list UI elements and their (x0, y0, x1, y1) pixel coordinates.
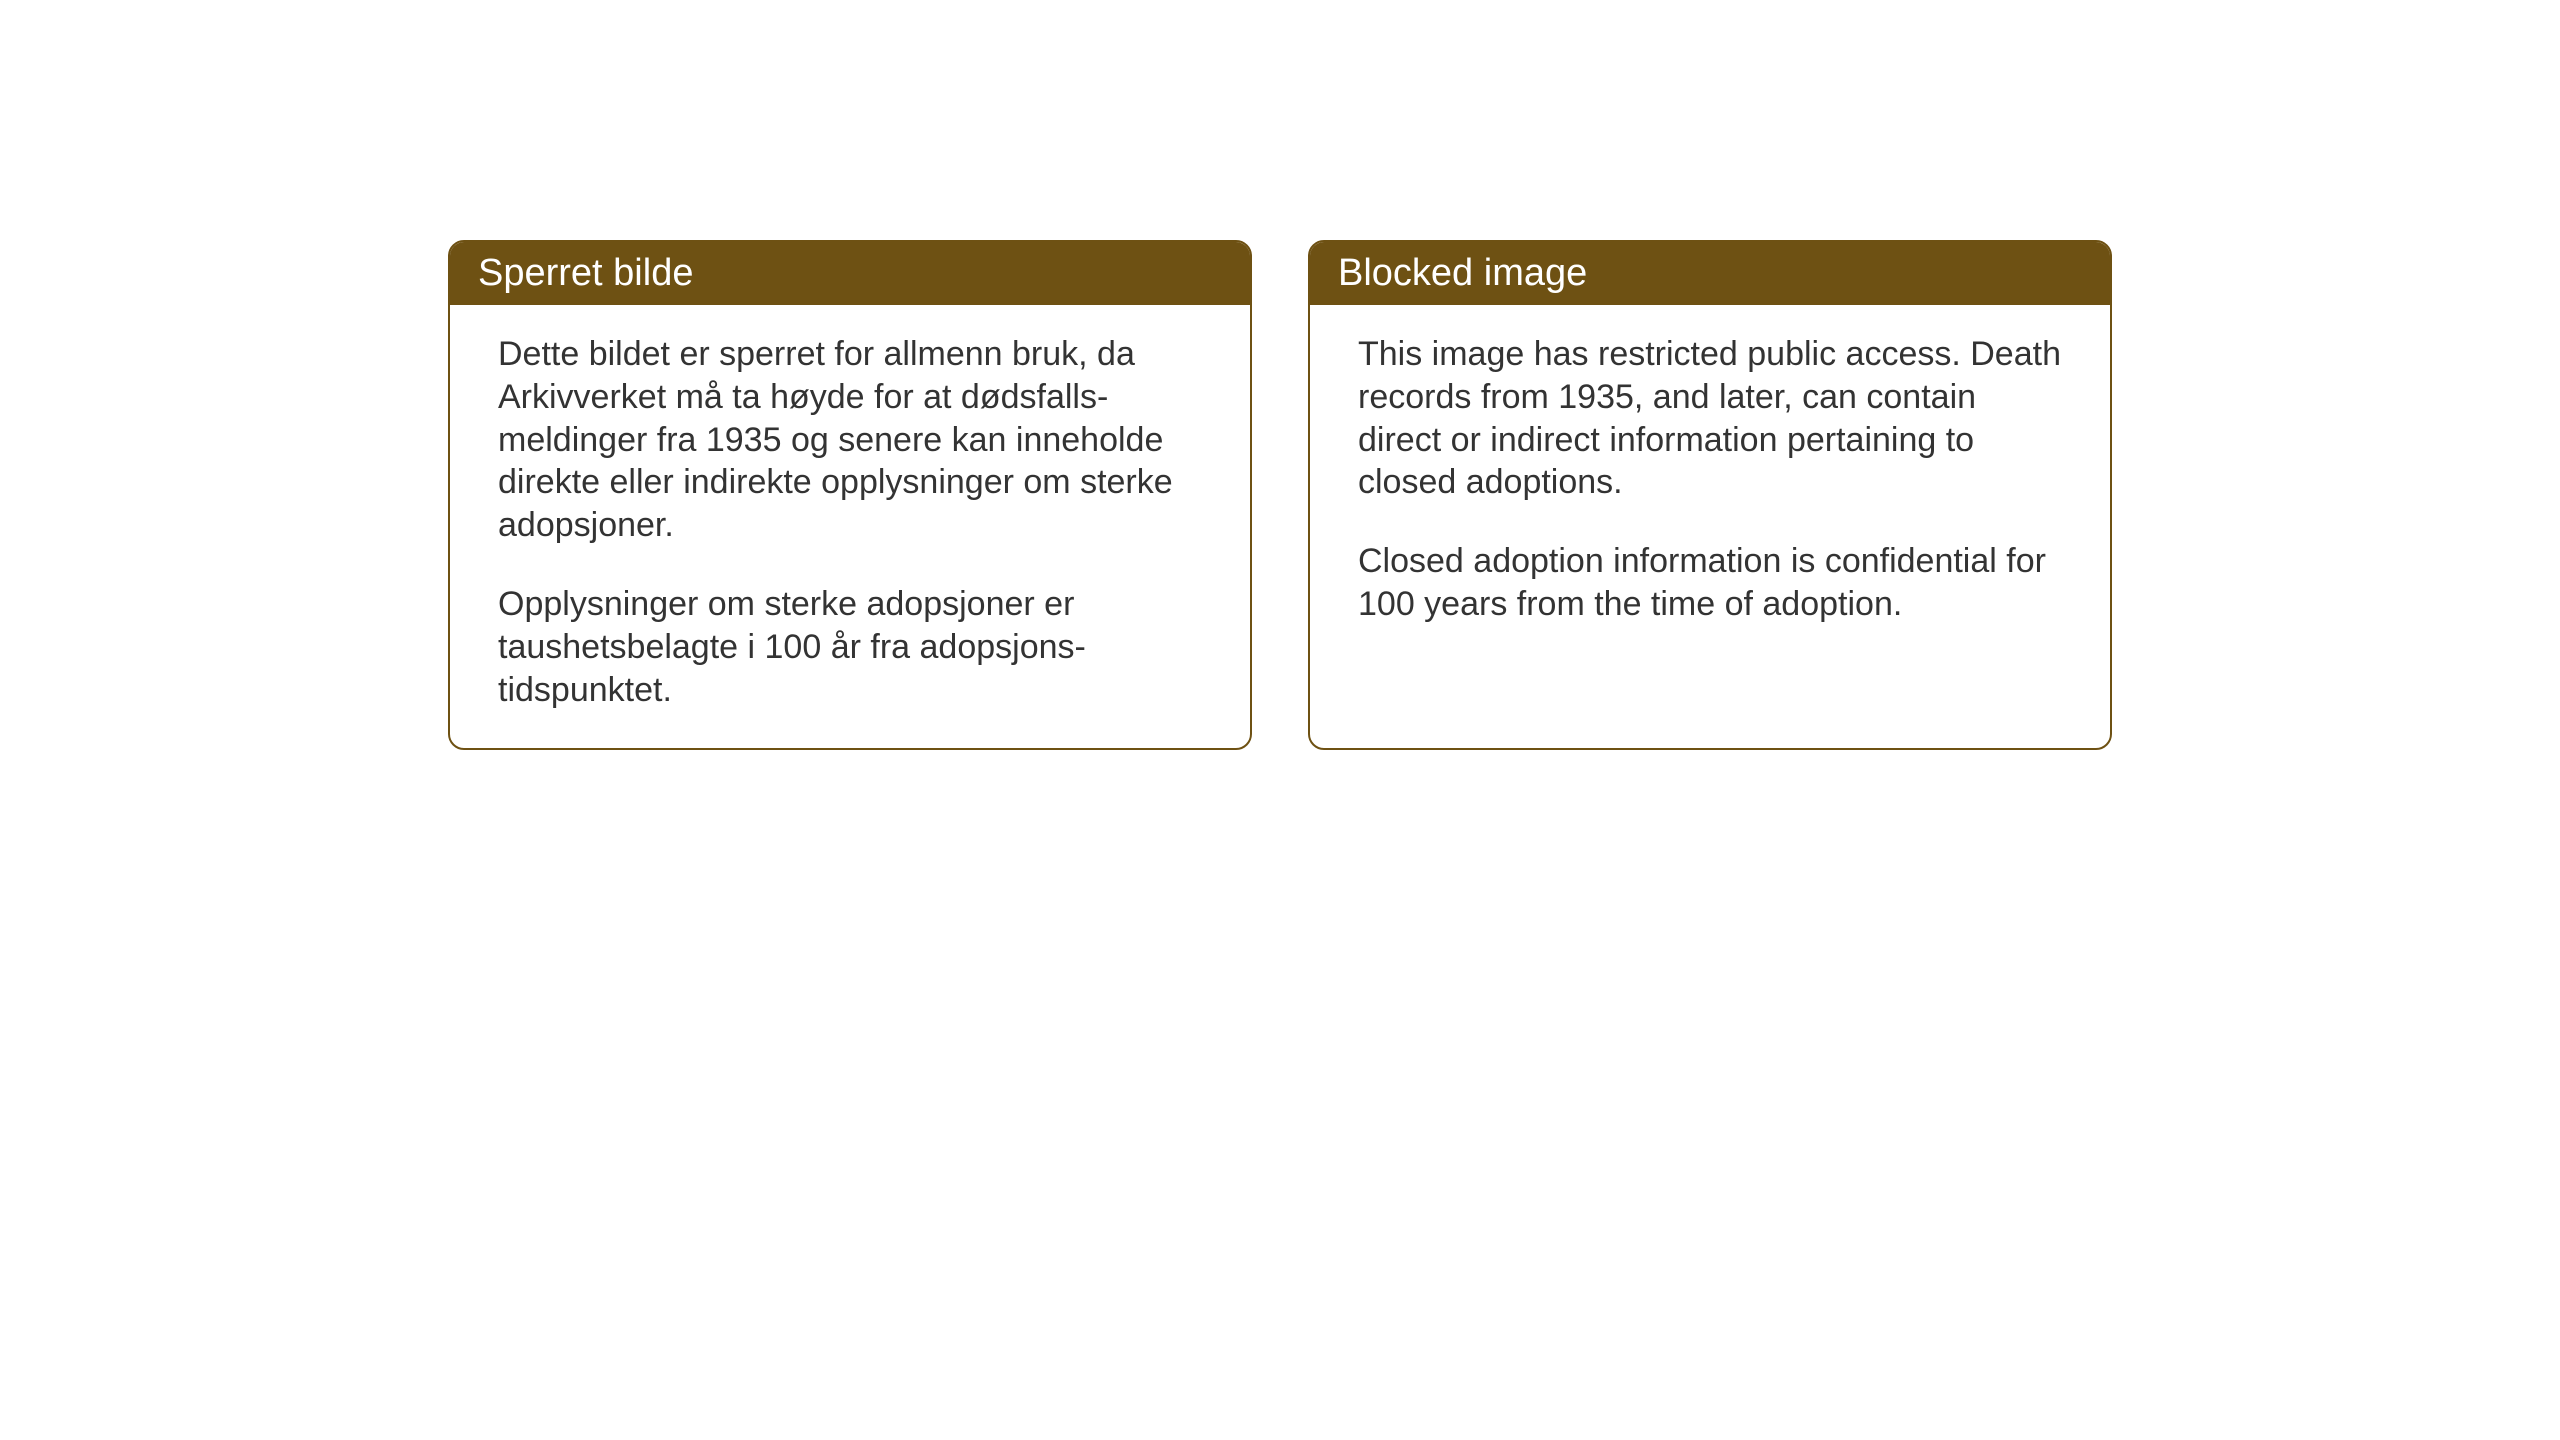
norwegian-paragraph-2: Opplysninger om sterke adopsjoner er tau… (498, 583, 1202, 711)
norwegian-paragraph-1: Dette bildet er sperret for allmenn bruk… (498, 333, 1202, 547)
english-notice-card: Blocked image This image has restricted … (1308, 240, 2112, 750)
english-paragraph-1: This image has restricted public access.… (1358, 333, 2062, 504)
norwegian-card-body: Dette bildet er sperret for allmenn bruk… (450, 305, 1250, 748)
english-card-body: This image has restricted public access.… (1310, 305, 2110, 725)
notice-cards-container: Sperret bilde Dette bildet er sperret fo… (448, 240, 2112, 750)
norwegian-notice-card: Sperret bilde Dette bildet er sperret fo… (448, 240, 1252, 750)
english-card-title: Blocked image (1310, 242, 2110, 305)
english-paragraph-2: Closed adoption information is confident… (1358, 540, 2062, 626)
norwegian-card-title: Sperret bilde (450, 242, 1250, 305)
